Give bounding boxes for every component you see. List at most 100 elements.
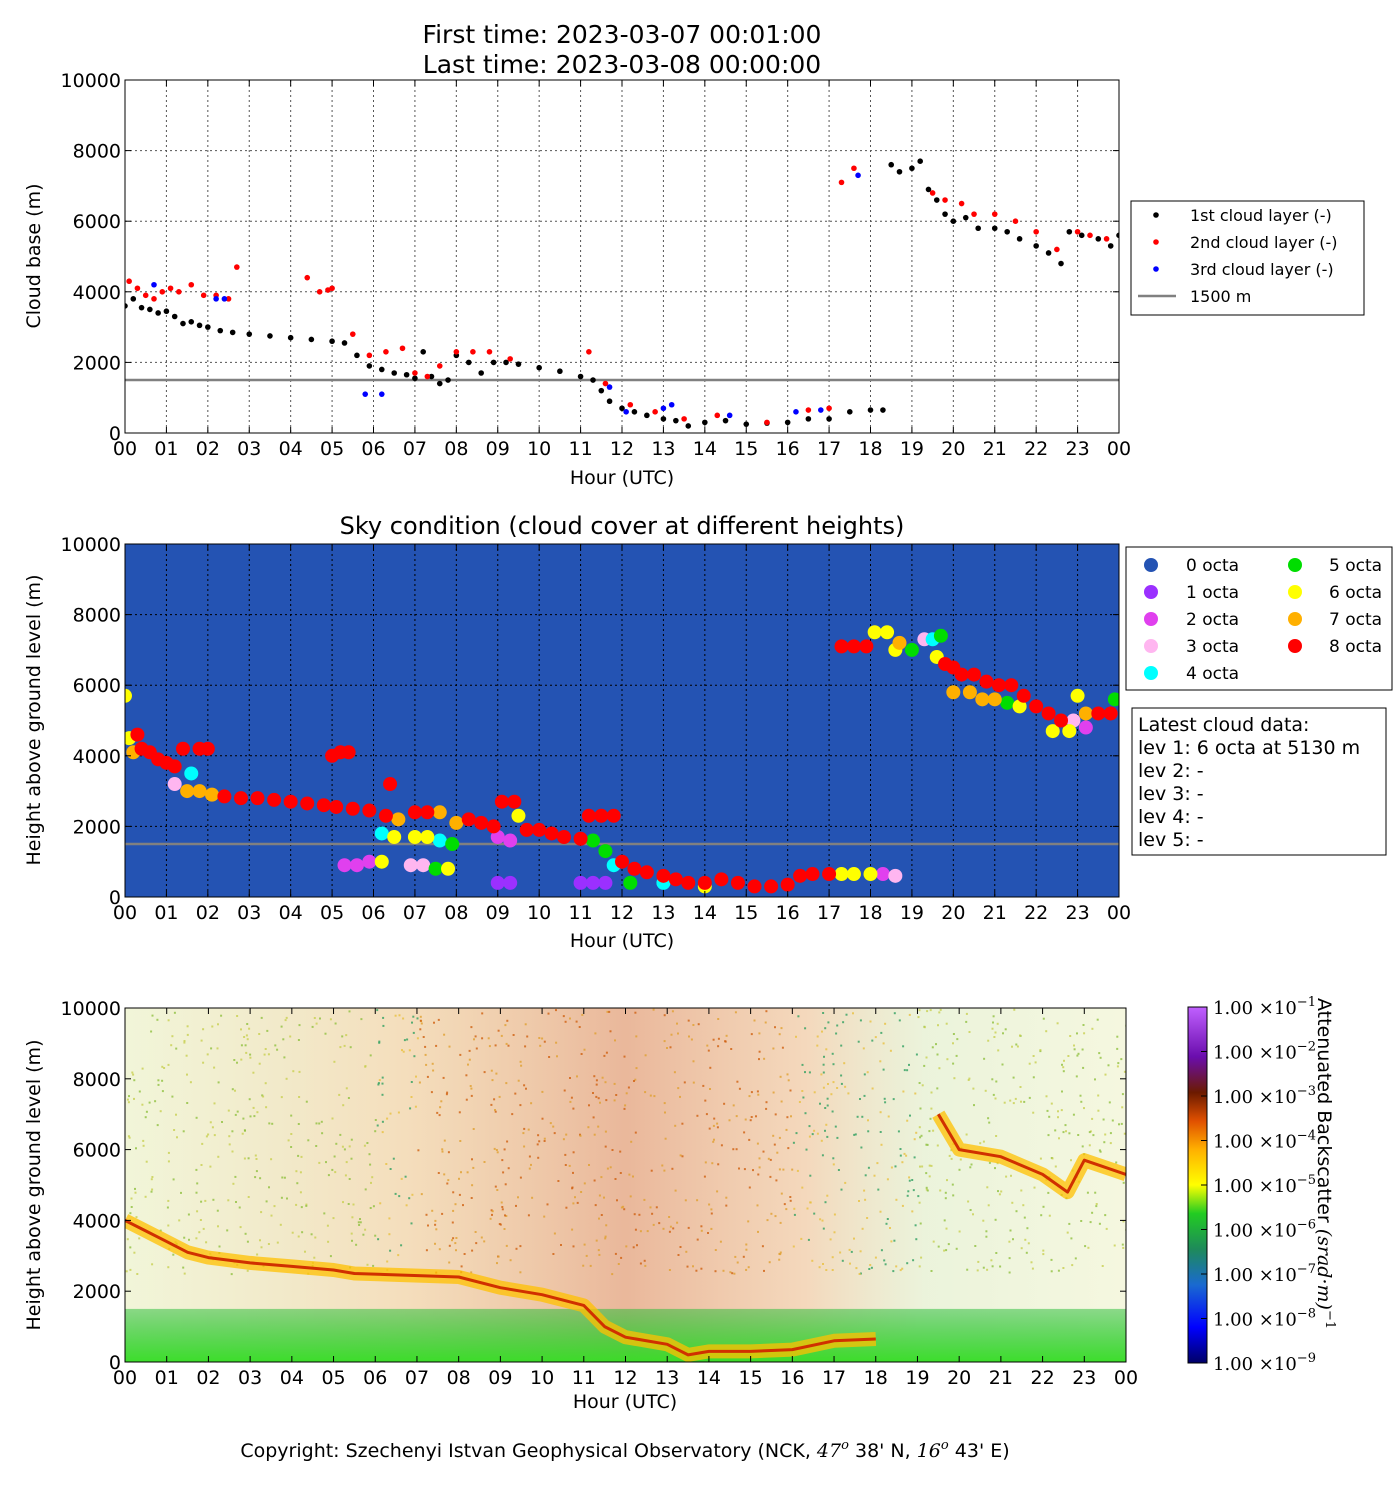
cloud-base-point-layer3 <box>668 401 675 408</box>
backscatter-speckle <box>861 1227 864 1230</box>
backscatter-speckle <box>1057 1116 1059 1119</box>
backscatter-speckle <box>723 1102 726 1105</box>
octa-legend-label: 8 octa <box>1329 637 1382 657</box>
backscatter-speckle <box>908 1063 910 1066</box>
backscatter-speckle <box>178 1219 181 1222</box>
backscatter-speckle <box>1089 1221 1092 1224</box>
backscatter-speckle <box>151 1014 154 1017</box>
backscatter-speckle <box>1088 1131 1091 1134</box>
cloud-base-point-layer1 <box>229 329 236 336</box>
backscatter-speckle <box>212 1198 215 1201</box>
backscatter-speckle <box>167 1019 170 1022</box>
backscatter-speckle <box>990 1259 993 1262</box>
backscatter-speckle <box>800 1237 803 1240</box>
backscatter-speckle <box>864 1198 867 1201</box>
backscatter-speckle <box>688 1035 690 1038</box>
backscatter-speckle <box>644 1264 647 1267</box>
backscatter-speckle <box>890 1240 893 1243</box>
backscatter-speckle <box>649 1094 652 1097</box>
backscatter-speckle <box>166 1206 169 1209</box>
backscatter-speckle <box>555 1041 558 1044</box>
backscatter-speckle <box>830 1093 833 1096</box>
backscatter-speckle <box>945 1249 948 1252</box>
backscatter-speckle <box>220 1014 223 1017</box>
backscatter-speckle <box>842 1021 845 1024</box>
backscatter-speckle <box>696 1114 699 1117</box>
sky-point-octa-8 <box>283 794 298 809</box>
backscatter-speckle <box>774 1113 777 1116</box>
backscatter-xlabel: Hour (UTC) <box>573 1391 677 1413</box>
backscatter-speckle <box>614 1039 616 1042</box>
cloud-base-point-layer1 <box>557 368 563 375</box>
backscatter-speckle <box>394 1192 397 1195</box>
x-tick-label: 03 <box>237 902 261 924</box>
backscatter-speckle <box>594 1032 597 1035</box>
x-tick-label: 21 <box>989 1367 1013 1389</box>
backscatter-speckle <box>912 1259 915 1262</box>
sky-point-octa-2 <box>1078 720 1093 735</box>
backscatter-speckle <box>1083 1032 1086 1035</box>
x-tick-label: 13 <box>651 902 675 924</box>
cloud-base-point-layer3 <box>362 391 369 397</box>
backscatter-speckle <box>692 1081 695 1084</box>
backscatter-speckle <box>1086 1191 1089 1194</box>
backscatter-speckle <box>471 1158 473 1161</box>
cloud-base-point-layer2 <box>507 356 513 362</box>
backscatter-speckle <box>495 1072 498 1075</box>
backscatter-speckle <box>335 1142 338 1145</box>
backscatter-speckle <box>609 1030 612 1033</box>
backscatter-speckle <box>273 1205 276 1208</box>
backscatter-speckle <box>707 1232 709 1234</box>
cloud-base-point-layer2 <box>176 289 182 295</box>
backscatter-speckle <box>766 1219 769 1222</box>
backscatter-speckle <box>880 1143 883 1146</box>
backscatter-speckle <box>901 1204 904 1207</box>
backscatter-speckle <box>517 1196 519 1199</box>
backscatter-speckle <box>1073 1048 1076 1051</box>
backscatter-speckle <box>519 1176 522 1179</box>
backscatter-speckle <box>527 1128 530 1131</box>
backscatter-speckle <box>884 1101 887 1104</box>
backscatter-speckle <box>1098 1149 1101 1152</box>
octa-legend-label: 3 octa <box>1186 637 1239 657</box>
backscatter-speckle <box>899 1148 902 1150</box>
x-tick-label: 14 <box>693 902 717 924</box>
backscatter-speckle <box>239 1226 242 1229</box>
backscatter-speckle <box>672 1227 675 1230</box>
backscatter-speckle <box>370 1181 372 1184</box>
backscatter-speckle <box>1083 1107 1085 1110</box>
backscatter-speckle <box>915 1238 918 1241</box>
backscatter-speckle <box>201 1142 204 1145</box>
x-tick-label: 19 <box>900 438 924 460</box>
backscatter-speckle <box>226 1229 229 1232</box>
backscatter-speckle <box>448 1261 451 1264</box>
octa-legend-label: 5 octa <box>1329 556 1382 576</box>
backscatter-speckle <box>710 1227 713 1230</box>
sky-point-octa-8 <box>544 826 559 841</box>
sky-point-octa-8 <box>967 667 982 682</box>
backscatter-speckle <box>483 1071 486 1074</box>
backscatter-speckle <box>944 1191 947 1194</box>
backscatter-speckle <box>696 1199 699 1202</box>
backscatter-speckle <box>893 1239 896 1242</box>
backscatter-speckle <box>831 1269 834 1271</box>
backscatter-speckle <box>470 1026 473 1029</box>
x-tick-label: 15 <box>739 1367 763 1389</box>
backscatter-speckle <box>1080 1100 1083 1103</box>
backscatter-speckle <box>1095 1203 1098 1205</box>
backscatter-speckle <box>909 1114 911 1117</box>
x-tick-label: 11 <box>568 902 592 924</box>
backscatter-speckle <box>604 1130 607 1133</box>
backscatter-speckle <box>907 1190 910 1193</box>
backscatter-speckle <box>801 1186 804 1189</box>
backscatter-speckle <box>209 1165 212 1168</box>
backscatter-speckle <box>522 1132 525 1135</box>
backscatter-speckle <box>458 1177 460 1180</box>
backscatter-speckle <box>305 1100 308 1103</box>
colorbar-tick-label: 1.00 ×10−1 <box>1213 995 1316 1019</box>
backscatter-speckle <box>813 1212 816 1215</box>
backscatter-speckle <box>622 1205 625 1208</box>
sky-point-octa-2 <box>490 829 505 844</box>
backscatter-speckle <box>738 1167 740 1170</box>
backscatter-speckle <box>263 1053 266 1056</box>
